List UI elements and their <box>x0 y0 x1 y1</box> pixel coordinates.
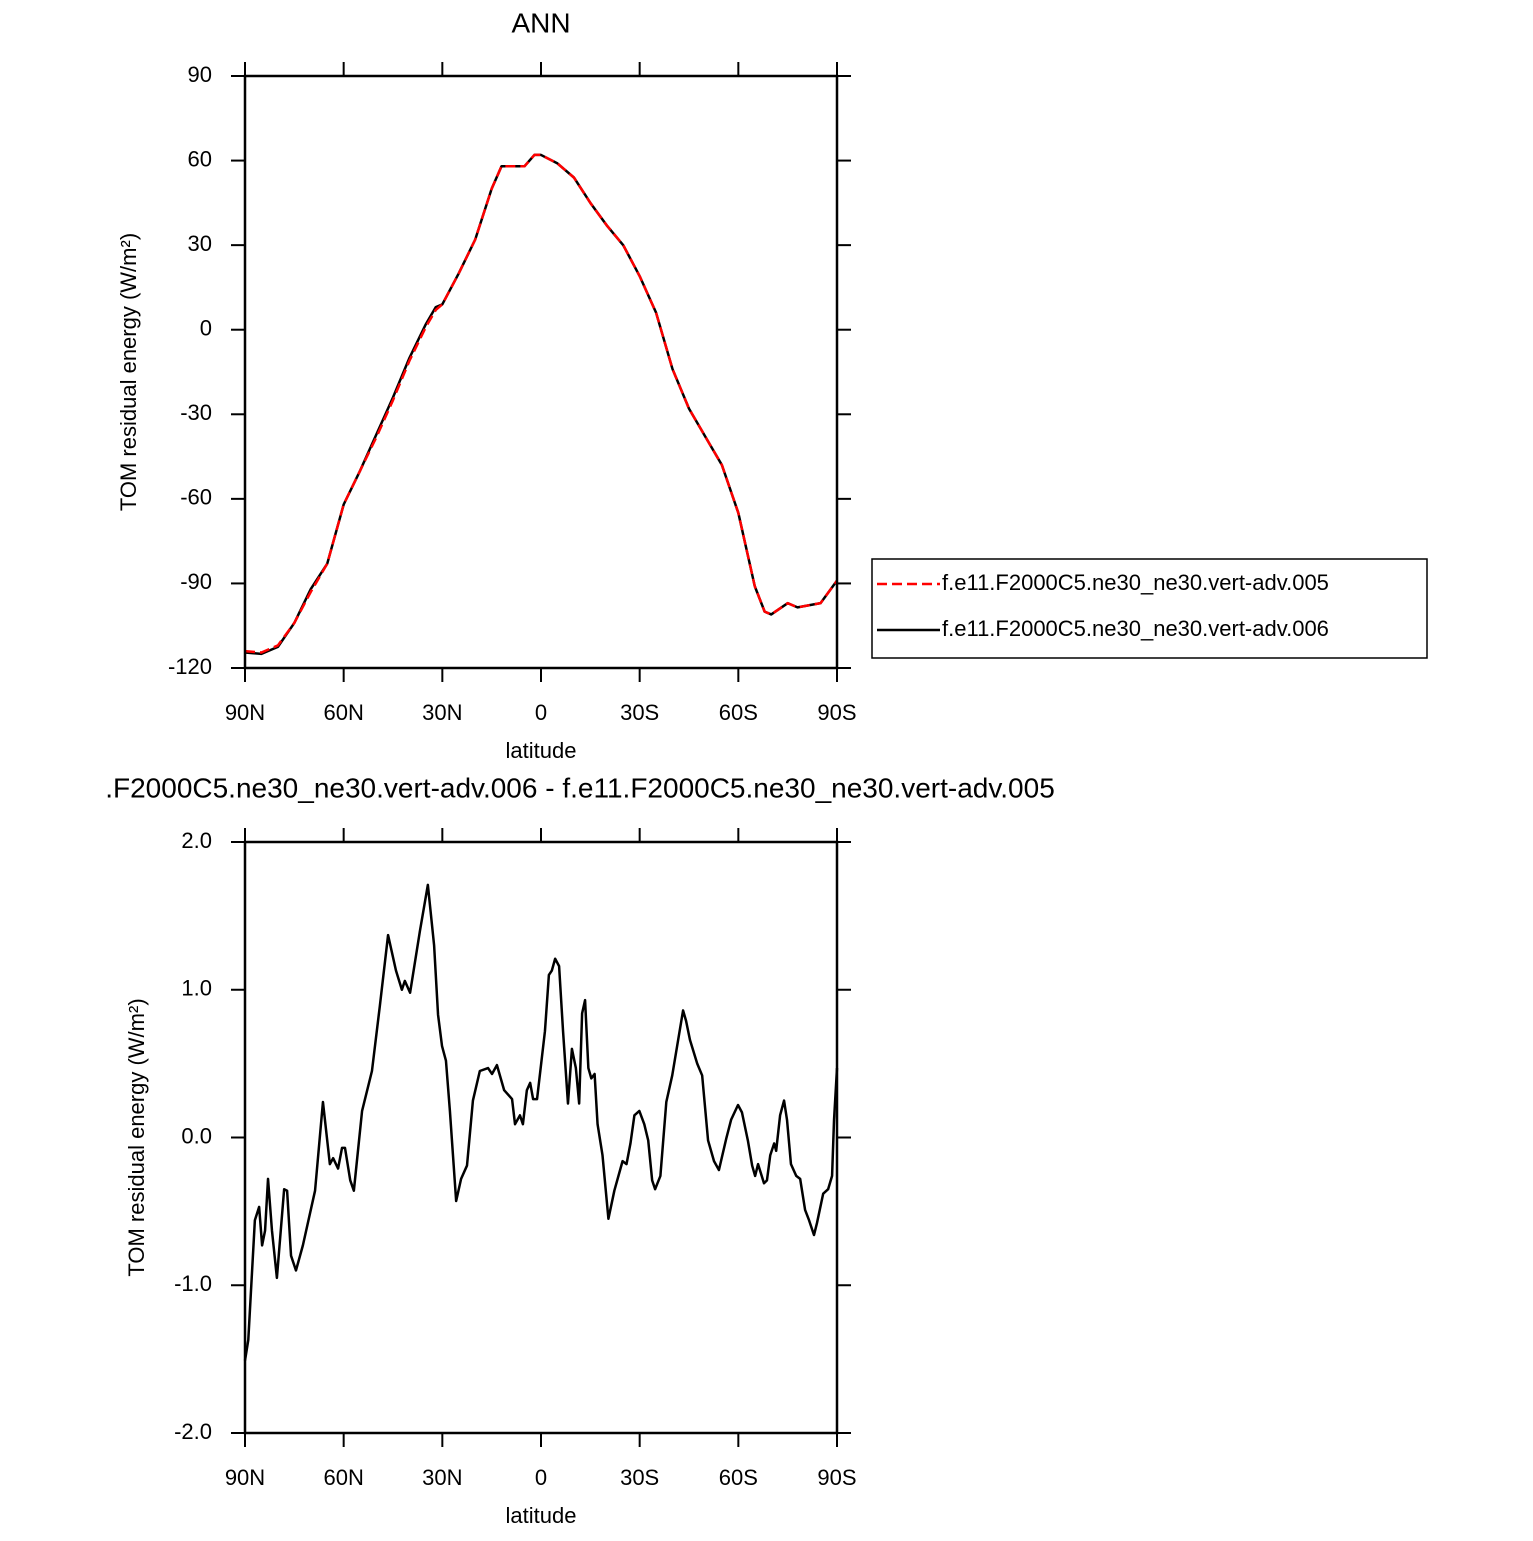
x-tick-label: 0 <box>535 1465 547 1490</box>
x-tick-label: 60N <box>323 1465 363 1490</box>
x-tick-label: 30S <box>620 1465 659 1490</box>
x-axis-label: latitude <box>506 738 577 763</box>
y-axis-label: TOM residual energy (W/m²) <box>124 998 149 1276</box>
y-tick-label: -120 <box>168 654 212 679</box>
y-tick-label: -90 <box>180 569 212 594</box>
chart-title: ANN <box>511 7 570 38</box>
y-tick-label: 30 <box>188 231 212 256</box>
y-tick-label: 60 <box>188 146 212 171</box>
x-tick-label: 30N <box>422 1465 462 1490</box>
y-tick-label: -2.0 <box>174 1419 212 1444</box>
y-tick-label: 1.0 <box>181 976 212 1001</box>
x-tick-label: 60S <box>719 1465 758 1490</box>
y-tick-label: -30 <box>180 400 212 425</box>
legend-box <box>871 558 1428 659</box>
data-line <box>243 883 839 1361</box>
x-tick-label: 60N <box>323 700 363 725</box>
legend-label: f.e11.F2000C5.ne30_ne30.vert-adv.006 <box>942 616 1329 641</box>
data-line <box>244 153 839 654</box>
plot-frame <box>243 74 839 670</box>
y-tick-label: -1.0 <box>174 1271 212 1296</box>
x-tick-label: 90N <box>225 1465 265 1490</box>
data-line <box>244 153 839 656</box>
x-tick-label: 90N <box>225 700 265 725</box>
x-axis-label: latitude <box>506 1503 577 1528</box>
chart-title: .F2000C5.ne30_ne30.vert-adv.006 - f.e11.… <box>105 772 1055 803</box>
y-tick-label: 0.0 <box>181 1123 212 1148</box>
x-tick-label: 60S <box>719 700 758 725</box>
x-tick-label: 0 <box>535 700 547 725</box>
y-tick-label: 0 <box>200 316 212 341</box>
x-tick-label: 90S <box>817 1465 856 1490</box>
y-tick-label: 2.0 <box>181 828 212 853</box>
y-tick-label: -60 <box>180 485 212 510</box>
legend-label: f.e11.F2000C5.ne30_ne30.vert-adv.005 <box>942 570 1329 595</box>
x-tick-label: 30S <box>620 700 659 725</box>
x-tick-label: 90S <box>817 700 856 725</box>
y-tick-label: 90 <box>188 62 212 87</box>
y-axis-label: TOM residual energy (W/m²) <box>116 233 141 511</box>
x-tick-label: 30N <box>422 700 462 725</box>
plot-frame <box>243 840 839 1435</box>
